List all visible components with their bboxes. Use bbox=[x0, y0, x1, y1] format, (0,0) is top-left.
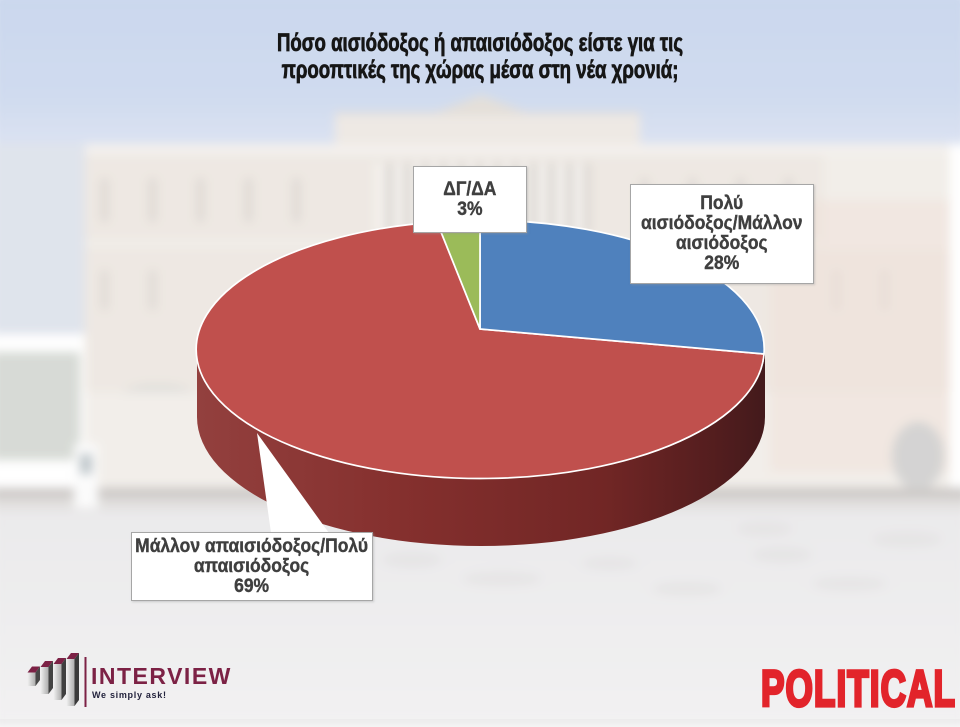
svg-text:INTERVIEW: INTERVIEW bbox=[91, 663, 232, 689]
svg-text:We simply ask!: We simply ask! bbox=[92, 690, 167, 700]
svg-text:POLITICAL: POLITICAL bbox=[761, 660, 956, 717]
